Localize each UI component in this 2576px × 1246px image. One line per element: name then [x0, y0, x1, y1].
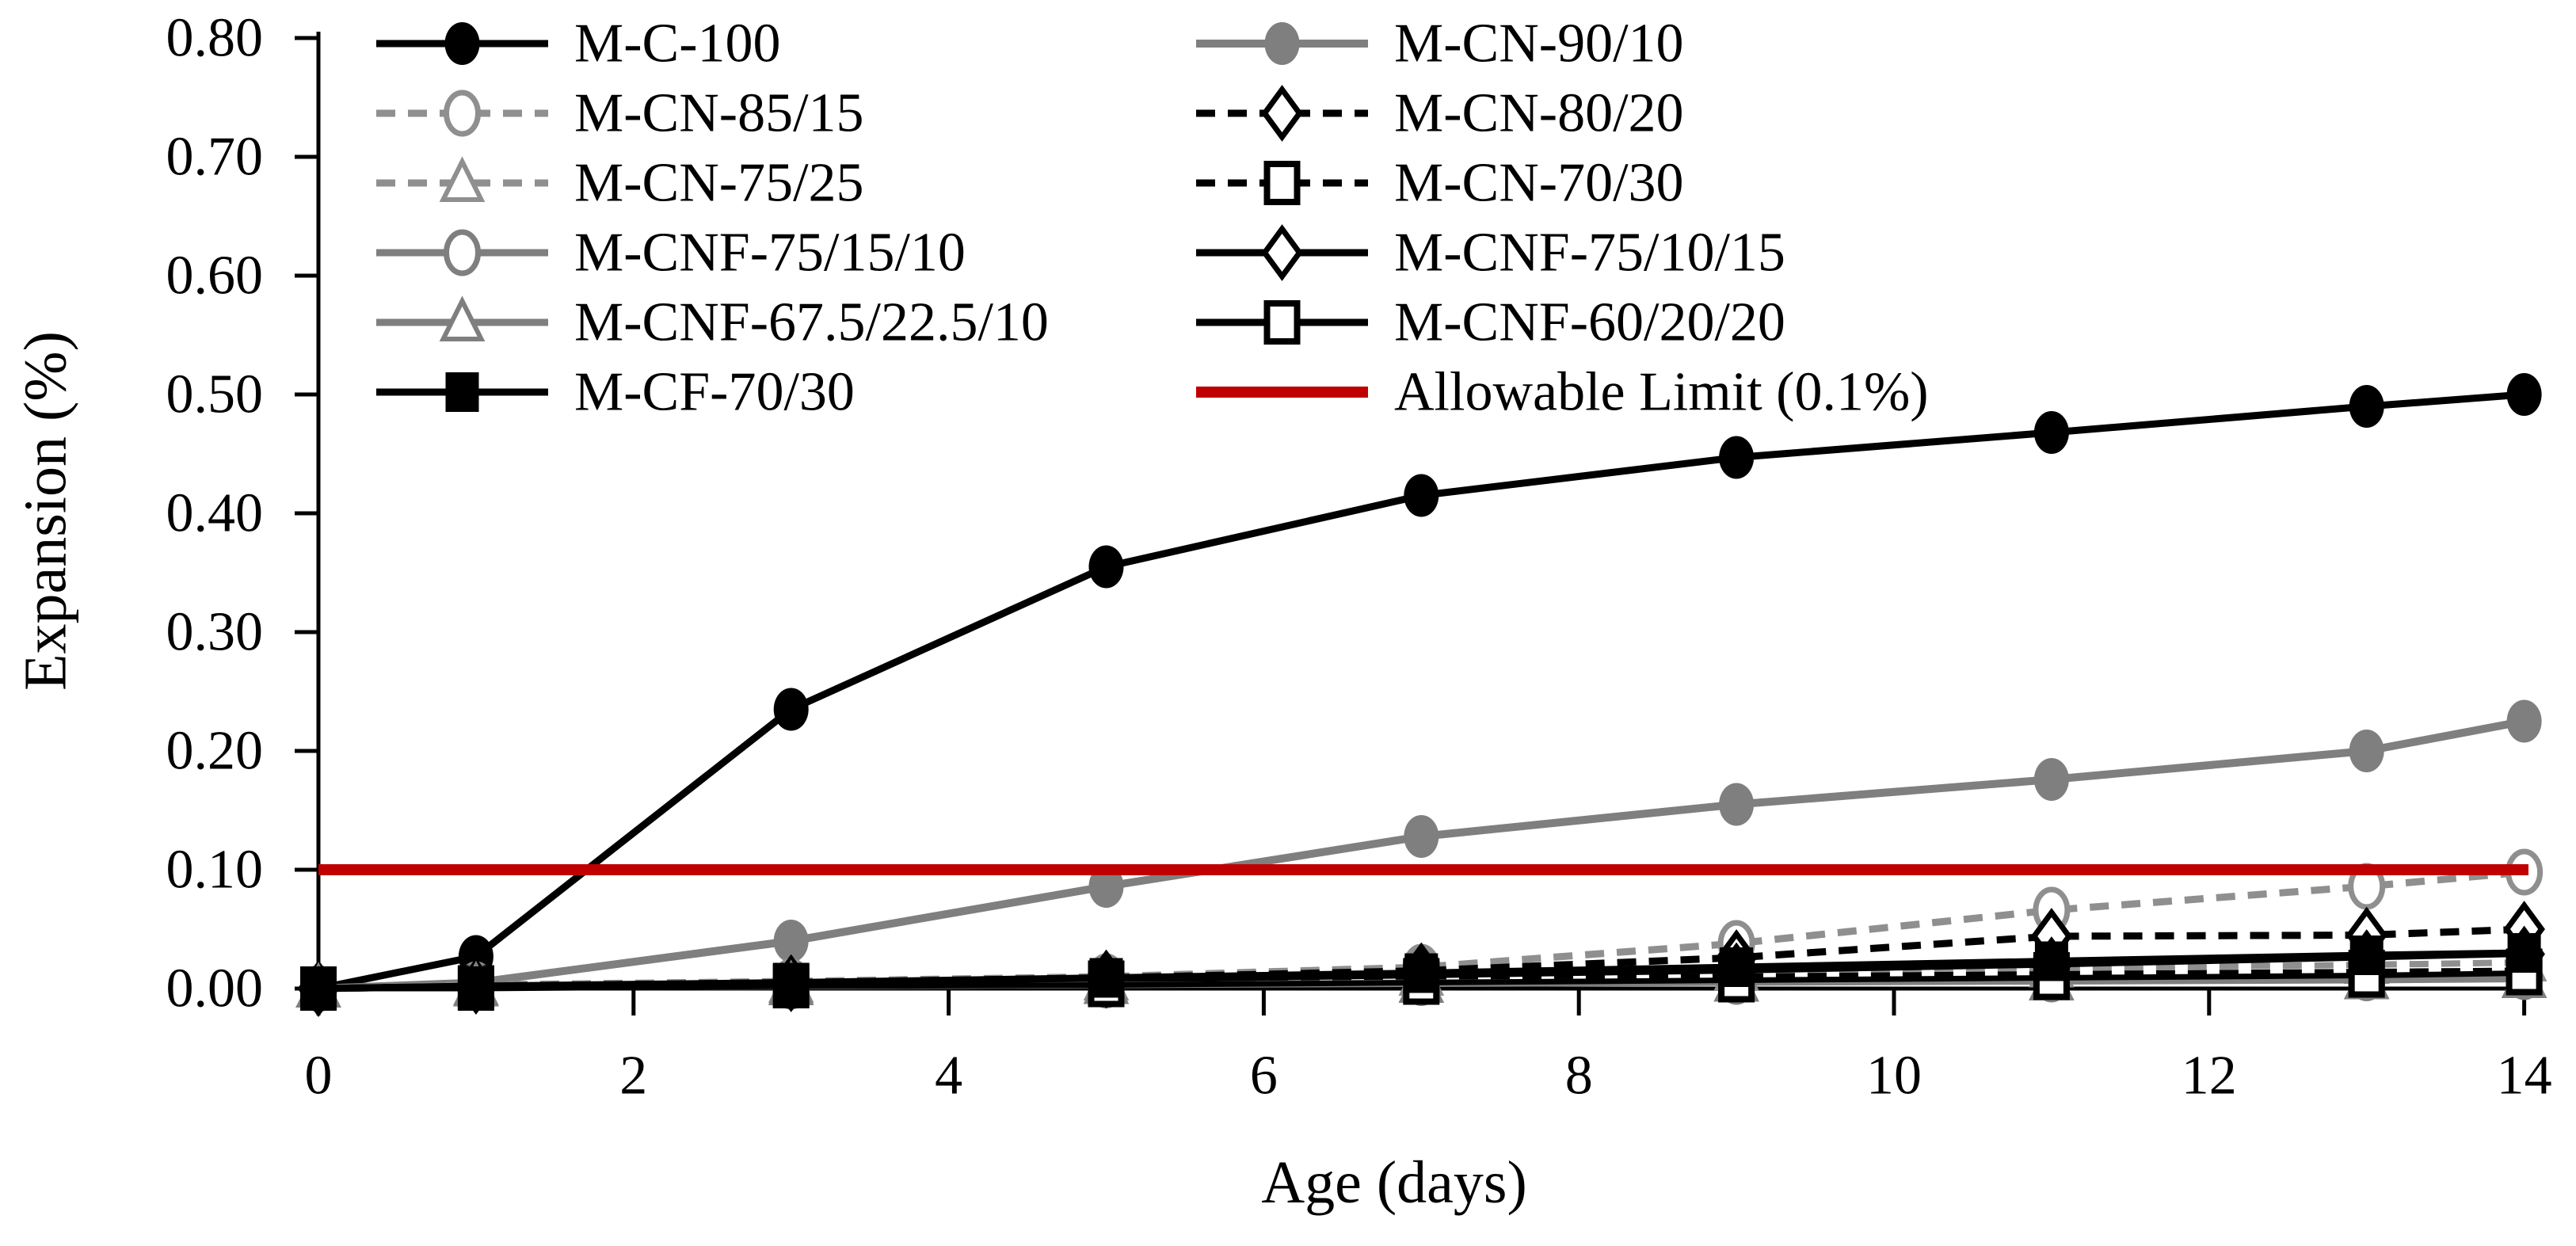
- data-point-marker: [2033, 411, 2069, 454]
- data-point-marker: [444, 229, 481, 276]
- legend-item-allowable-limit-0-1: Allowable Limit (0.1%): [1196, 362, 1929, 423]
- legend: M-C-100 M-CN-90/10 M-CN-85/15 M-CN-80/20 M-C…: [376, 13, 1929, 423]
- data-point-marker: [439, 156, 486, 202]
- legend-label: M-CN-80/20: [1394, 83, 1684, 144]
- x-tick-label: 2: [619, 1046, 647, 1107]
- legend-item-m-c-100: M-C-100: [376, 13, 781, 74]
- y-tick-label: 0.10: [166, 840, 264, 901]
- data-point-marker: [445, 372, 479, 412]
- data-point-marker: [1404, 953, 1439, 993]
- legend-label: M-CN-70/30: [1394, 153, 1684, 214]
- x-tick-label: 12: [2182, 1046, 2237, 1107]
- legend-label: M-CN-75/25: [574, 153, 864, 214]
- data-point-marker: [2349, 385, 2384, 428]
- legend-label: M-CF-70/30: [574, 362, 855, 423]
- legend-item-m-cf-70-30: M-CF-70/30: [376, 362, 855, 423]
- y-tick-label: 0.70: [166, 127, 264, 188]
- data-point-marker: [1088, 865, 1124, 908]
- data-point-marker: [1720, 947, 1754, 987]
- data-point-marker: [1263, 161, 1301, 205]
- legend-item-m-cn-90-10: M-CN-90/10: [1196, 13, 1684, 74]
- x-tick-label: 10: [1866, 1046, 1922, 1107]
- legend-item-m-cn-80-20: M-CN-80/20: [1196, 83, 1684, 144]
- x-tick-label: 4: [935, 1046, 962, 1107]
- data-point-marker: [2034, 941, 2068, 981]
- data-point-marker: [773, 920, 809, 962]
- data-point-marker: [1404, 474, 1439, 517]
- legend-label: M-CNF-67.5/22.5/10: [574, 292, 1049, 353]
- data-point-marker: [2506, 373, 2542, 416]
- y-tick-label: 0.30: [166, 602, 264, 663]
- x-axis-title: Age (days): [1261, 1149, 1527, 1216]
- data-point-marker: [302, 969, 335, 1008]
- legend-item-m-cnf-75-15-10: M-CNF-75/15/10: [376, 223, 966, 284]
- x-tick-label: 6: [1250, 1046, 1278, 1107]
- legend-item-m-cnf-67-5-22-5-10: M-CNF-67.5/22.5/10: [376, 292, 1049, 353]
- data-point-marker: [2033, 758, 2069, 801]
- legend-item-m-cn-85-15: M-CN-85/15: [376, 83, 864, 144]
- y-axis-title: Expansion (%): [12, 331, 79, 691]
- x-tick-label: 14: [2497, 1046, 2552, 1107]
- data-point-marker: [1088, 545, 1124, 589]
- legend-label: M-CNF-75/10/15: [1394, 223, 1785, 284]
- series-m-c-100: [301, 373, 2542, 1010]
- legend-label: Allowable Limit (0.1%): [1394, 362, 1929, 423]
- legend-label: M-CNF-75/15/10: [574, 223, 966, 284]
- data-point-marker: [439, 295, 486, 341]
- data-point-marker: [2507, 933, 2541, 973]
- y-tick-label: 0.80: [166, 8, 264, 69]
- legend-label: M-CNF-60/20/20: [1394, 292, 1785, 353]
- axes: 0.00 0.10 0.20 0.30 0.40 0.50 0.60 0.70 0.80 0 2 4 6…: [166, 8, 2552, 1107]
- data-point-marker: [1261, 85, 1303, 142]
- data-point-marker: [2349, 730, 2384, 772]
- data-point-marker: [2349, 935, 2384, 975]
- y-tick-label: 0.50: [166, 364, 264, 425]
- y-tick-label: 0.20: [166, 721, 264, 782]
- legend-label: M-CN-85/15: [574, 83, 864, 144]
- data-point-marker: [459, 966, 493, 1006]
- y-tick-label: 0.60: [166, 246, 264, 307]
- y-tick-label: 0.40: [166, 483, 264, 544]
- data-point-marker: [1719, 436, 1755, 479]
- data-point-marker: [773, 688, 809, 731]
- x-tick-label: 0: [305, 1046, 333, 1107]
- legend-label: M-C-100: [574, 13, 781, 74]
- data-point-marker: [444, 90, 481, 137]
- data-point-marker: [774, 962, 808, 1003]
- data-point-marker: [1719, 783, 1755, 826]
- data-point-marker: [1263, 300, 1301, 345]
- data-point-marker: [1264, 22, 1300, 65]
- series-m-cf-70-30: [302, 933, 2541, 1008]
- x-tick-label: 8: [1565, 1046, 1593, 1107]
- data-point-marker: [2506, 699, 2542, 743]
- legend-item-m-cn-75-25: M-CN-75/25: [376, 153, 864, 214]
- data-point-marker: [1261, 224, 1303, 281]
- legend-item-m-cnf-60-20-20: M-CNF-60/20/20: [1196, 292, 1785, 353]
- legend-label: M-CN-90/10: [1394, 13, 1684, 74]
- data-point-marker: [444, 22, 480, 65]
- legend-item-m-cn-70-30: M-CN-70/30: [1196, 153, 1684, 214]
- data-point-marker: [1404, 815, 1439, 858]
- y-tick-label: 0.00: [166, 958, 264, 1019]
- legend-item-m-cnf-75-10-15: M-CNF-75/10/15: [1196, 223, 1785, 284]
- data-point-marker: [1089, 958, 1123, 998]
